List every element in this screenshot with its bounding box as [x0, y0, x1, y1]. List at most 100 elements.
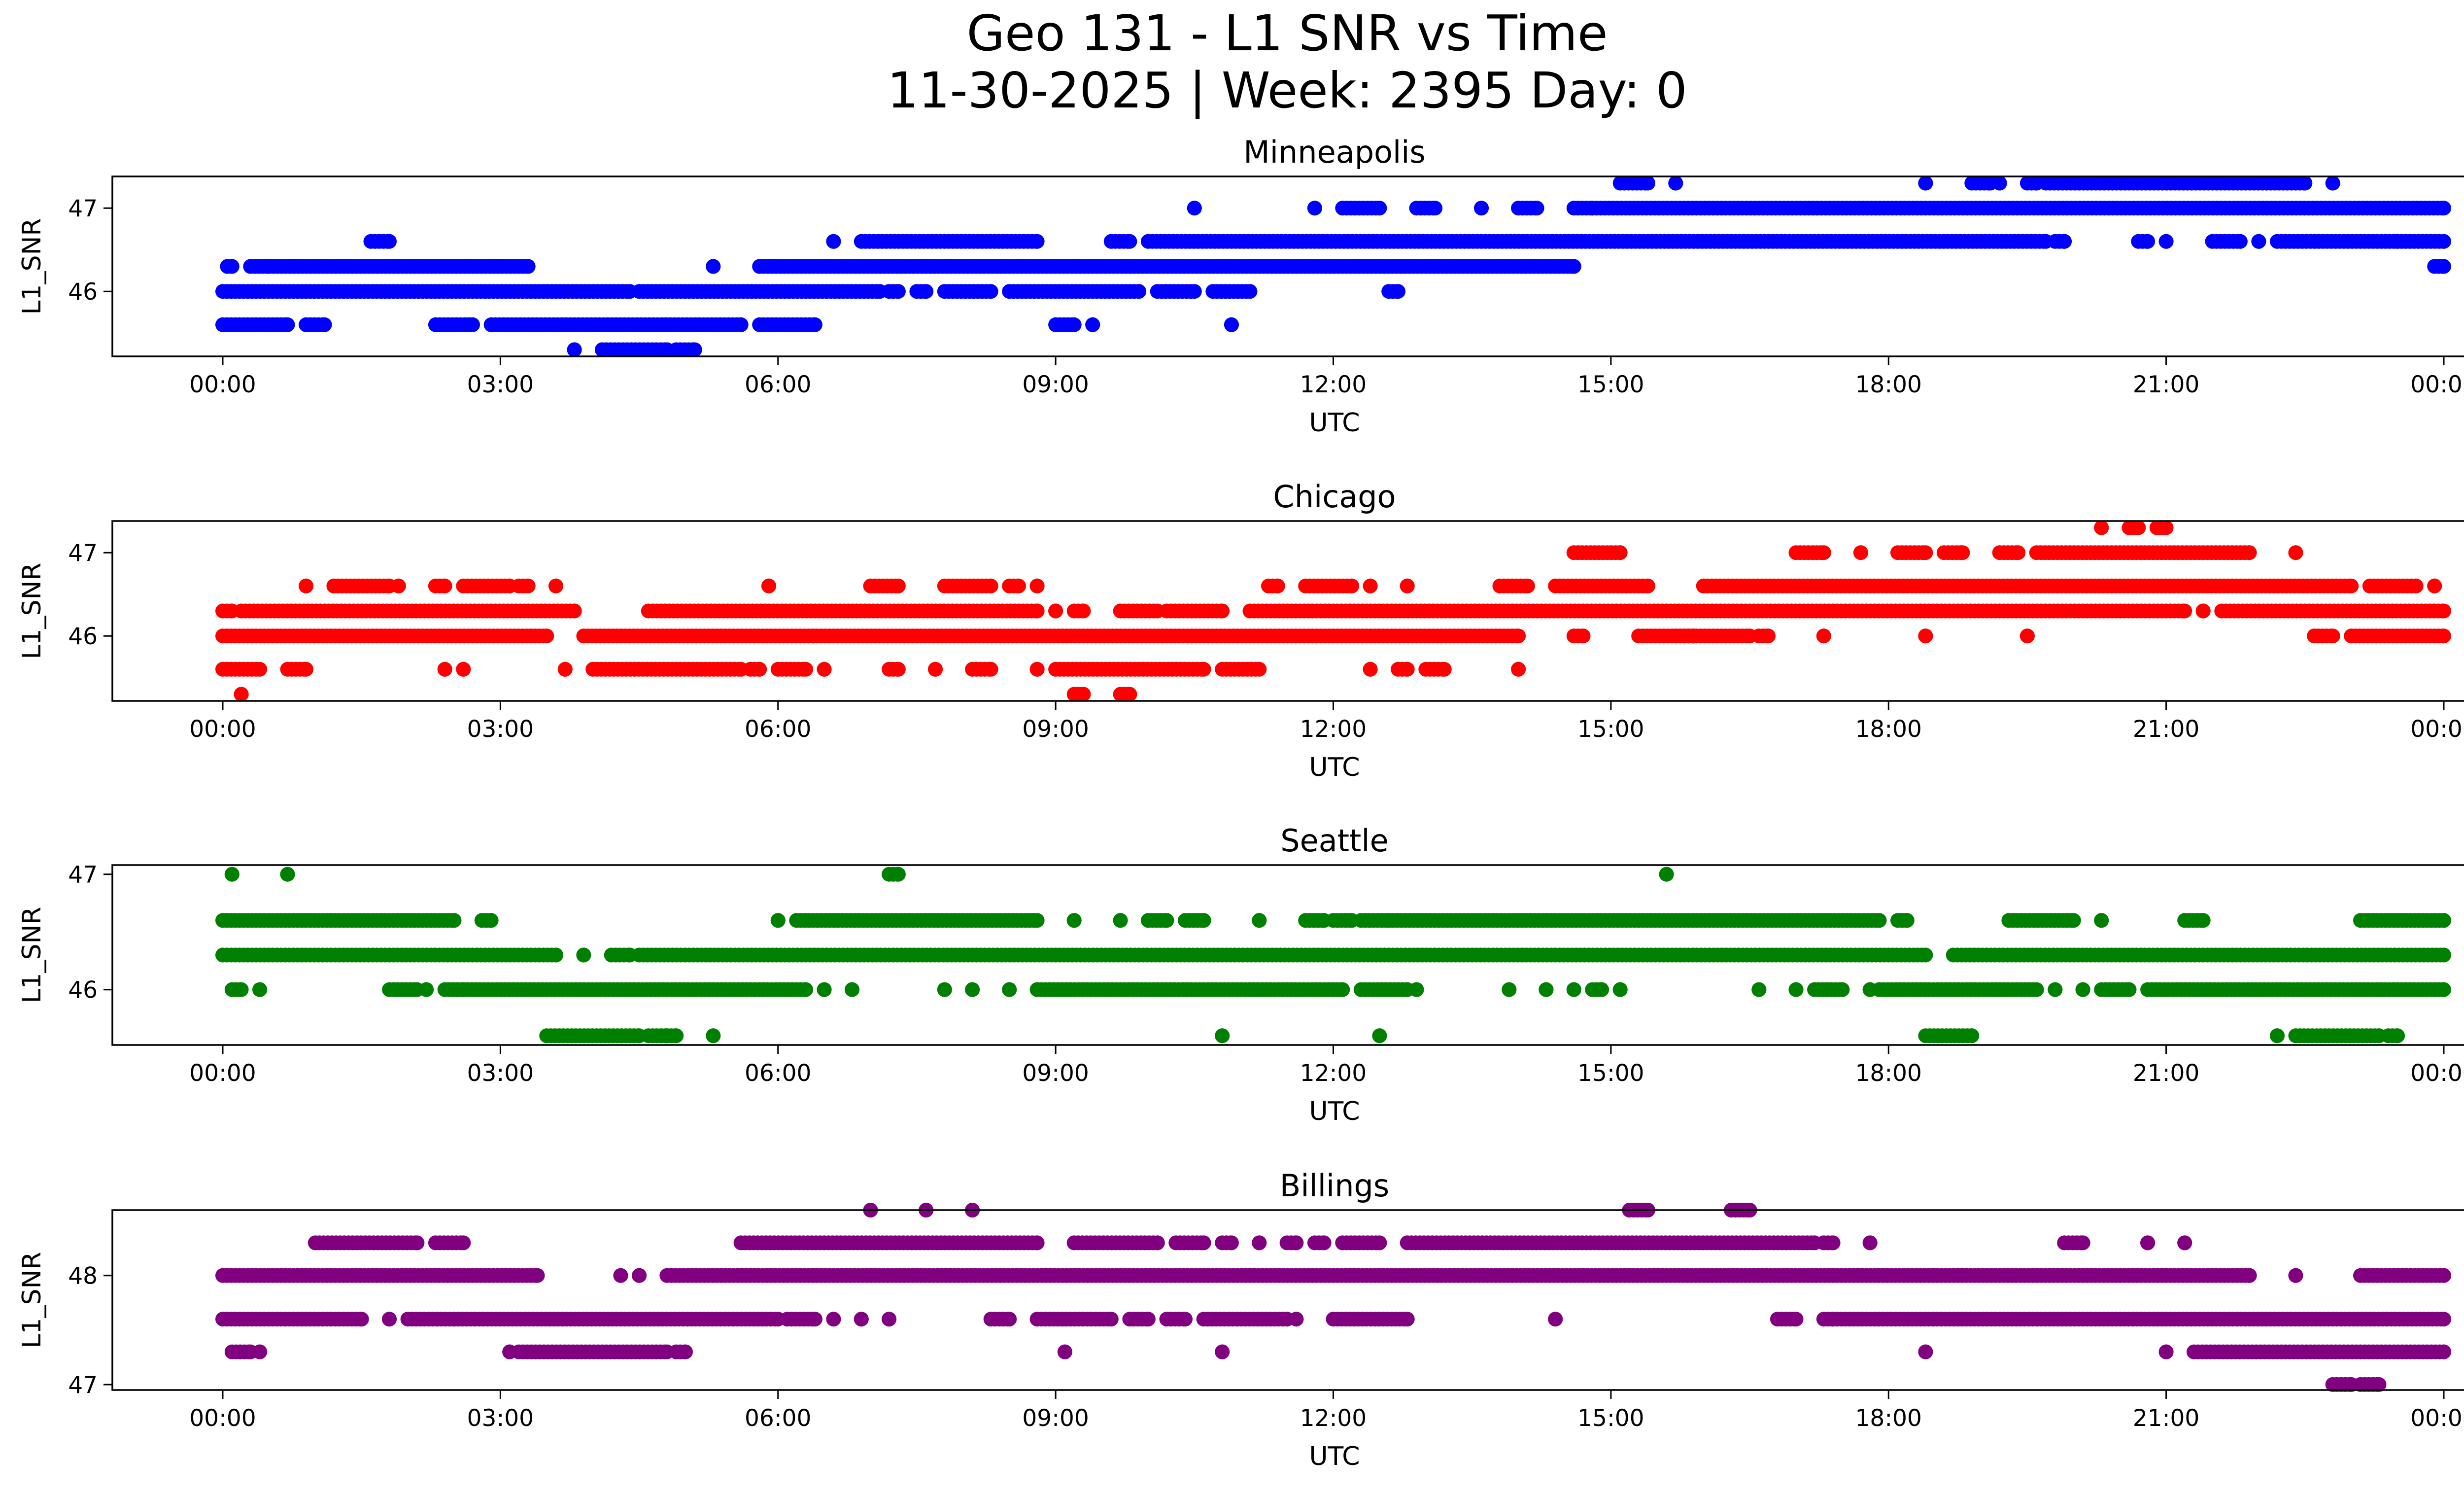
- data-point: [2436, 603, 2451, 619]
- data-point: [2011, 545, 2026, 560]
- data-point: [539, 628, 554, 644]
- data-point: [919, 284, 934, 299]
- x-tick-label: 03:00: [467, 716, 534, 743]
- data-point: [845, 982, 859, 997]
- data-point: [354, 1312, 369, 1327]
- data-point: [826, 234, 841, 249]
- data-point: [2288, 545, 2303, 560]
- data-point: [2436, 234, 2451, 249]
- data-point: [1612, 982, 1628, 997]
- data-point: [1131, 284, 1147, 299]
- data-point: [2094, 520, 2109, 535]
- data-point: [567, 603, 582, 619]
- data-point: [2195, 603, 2211, 619]
- data-point: [2408, 578, 2424, 593]
- data-point: [2232, 234, 2248, 249]
- data-point: [382, 1312, 397, 1327]
- data-point: [1344, 578, 1360, 593]
- x-axis-label: UTC: [1309, 1097, 1360, 1126]
- data-point: [483, 913, 499, 928]
- subplot-title: Billings: [1280, 1168, 1389, 1204]
- data-point: [576, 947, 591, 963]
- data-point: [1066, 913, 1082, 928]
- data-point: [465, 317, 480, 332]
- x-tick-label: 00:00: [2410, 371, 2464, 398]
- data-point: [1992, 175, 2007, 191]
- data-point: [1224, 1235, 1239, 1251]
- data-point: [530, 1268, 545, 1283]
- data-point: [1391, 284, 1405, 299]
- y-axis-label: L1_SNR: [17, 562, 47, 659]
- data-point: [299, 578, 313, 593]
- data-point: [437, 578, 452, 593]
- data-point: [2297, 175, 2313, 191]
- data-point: [1187, 284, 1202, 299]
- x-tick-label: 00:00: [189, 371, 256, 398]
- data-point: [1400, 578, 1415, 593]
- data-point: [669, 1028, 684, 1043]
- data-point: [798, 982, 814, 997]
- data-point: [1363, 661, 1378, 677]
- data-point: [2436, 628, 2451, 644]
- data-point: [1641, 175, 1655, 191]
- data-point: [557, 661, 573, 677]
- data-point: [817, 661, 832, 677]
- data-point: [382, 234, 397, 249]
- data-point: [1029, 913, 1045, 928]
- data-point: [1372, 1028, 1387, 1043]
- data-point: [2177, 603, 2192, 619]
- data-point: [983, 284, 998, 299]
- data-point: [632, 1268, 647, 1283]
- data-point: [1029, 661, 1045, 677]
- data-point: [1215, 1028, 1230, 1043]
- x-axis-label: UTC: [1309, 408, 1360, 438]
- data-point: [1918, 175, 1933, 191]
- y-axis-label: L1_SNR: [17, 218, 47, 314]
- y-axis-label: L1_SNR: [17, 906, 47, 1003]
- x-tick-label: 00:00: [2410, 716, 2464, 743]
- x-tick-label: 21:00: [2133, 1060, 2199, 1087]
- data-point: [410, 1235, 425, 1251]
- data-point: [2436, 982, 2451, 997]
- data-point: [890, 661, 906, 677]
- data-point: [1816, 545, 1831, 560]
- data-point: [1372, 1235, 1387, 1251]
- data-point: [2057, 234, 2072, 249]
- plot-frame: [111, 175, 2464, 357]
- data-point: [2436, 913, 2451, 928]
- x-tick-label: 00:00: [2410, 1060, 2464, 1087]
- data-point: [1862, 1235, 1878, 1251]
- data-point: [2436, 201, 2451, 216]
- data-point: [2177, 1235, 2192, 1251]
- data-point: [2436, 1268, 2451, 1283]
- data-point: [817, 982, 832, 997]
- data-point: [1641, 578, 1655, 593]
- x-tick-label: 12:00: [1300, 1060, 1367, 1087]
- y-tick-label: 47: [68, 195, 98, 222]
- data-point: [2436, 259, 2451, 274]
- data-point: [437, 661, 452, 677]
- data-point: [1029, 234, 1045, 249]
- data-point: [1659, 867, 1674, 882]
- data-point: [252, 661, 268, 677]
- data-point: [1187, 201, 1202, 216]
- data-point: [2029, 982, 2044, 997]
- y-tick-label: 47: [68, 862, 98, 889]
- data-point: [1335, 982, 1350, 997]
- data-point: [2390, 1028, 2405, 1043]
- data-point: [2270, 1028, 2285, 1043]
- data-point: [280, 867, 295, 882]
- data-point: [1076, 603, 1091, 619]
- chart-title-line-2: 11-30-2025 | Week: 2395 Day: 0: [887, 62, 1687, 119]
- data-point: [2427, 578, 2442, 593]
- data-point: [2094, 913, 2109, 928]
- data-point: [1085, 317, 1100, 332]
- data-point: [2436, 947, 2451, 963]
- data-point: [1751, 982, 1767, 997]
- data-point: [1215, 603, 1230, 619]
- data-point: [1502, 982, 1517, 997]
- data-point: [1835, 982, 1850, 997]
- data-point: [520, 259, 536, 274]
- data-point: [2140, 234, 2156, 249]
